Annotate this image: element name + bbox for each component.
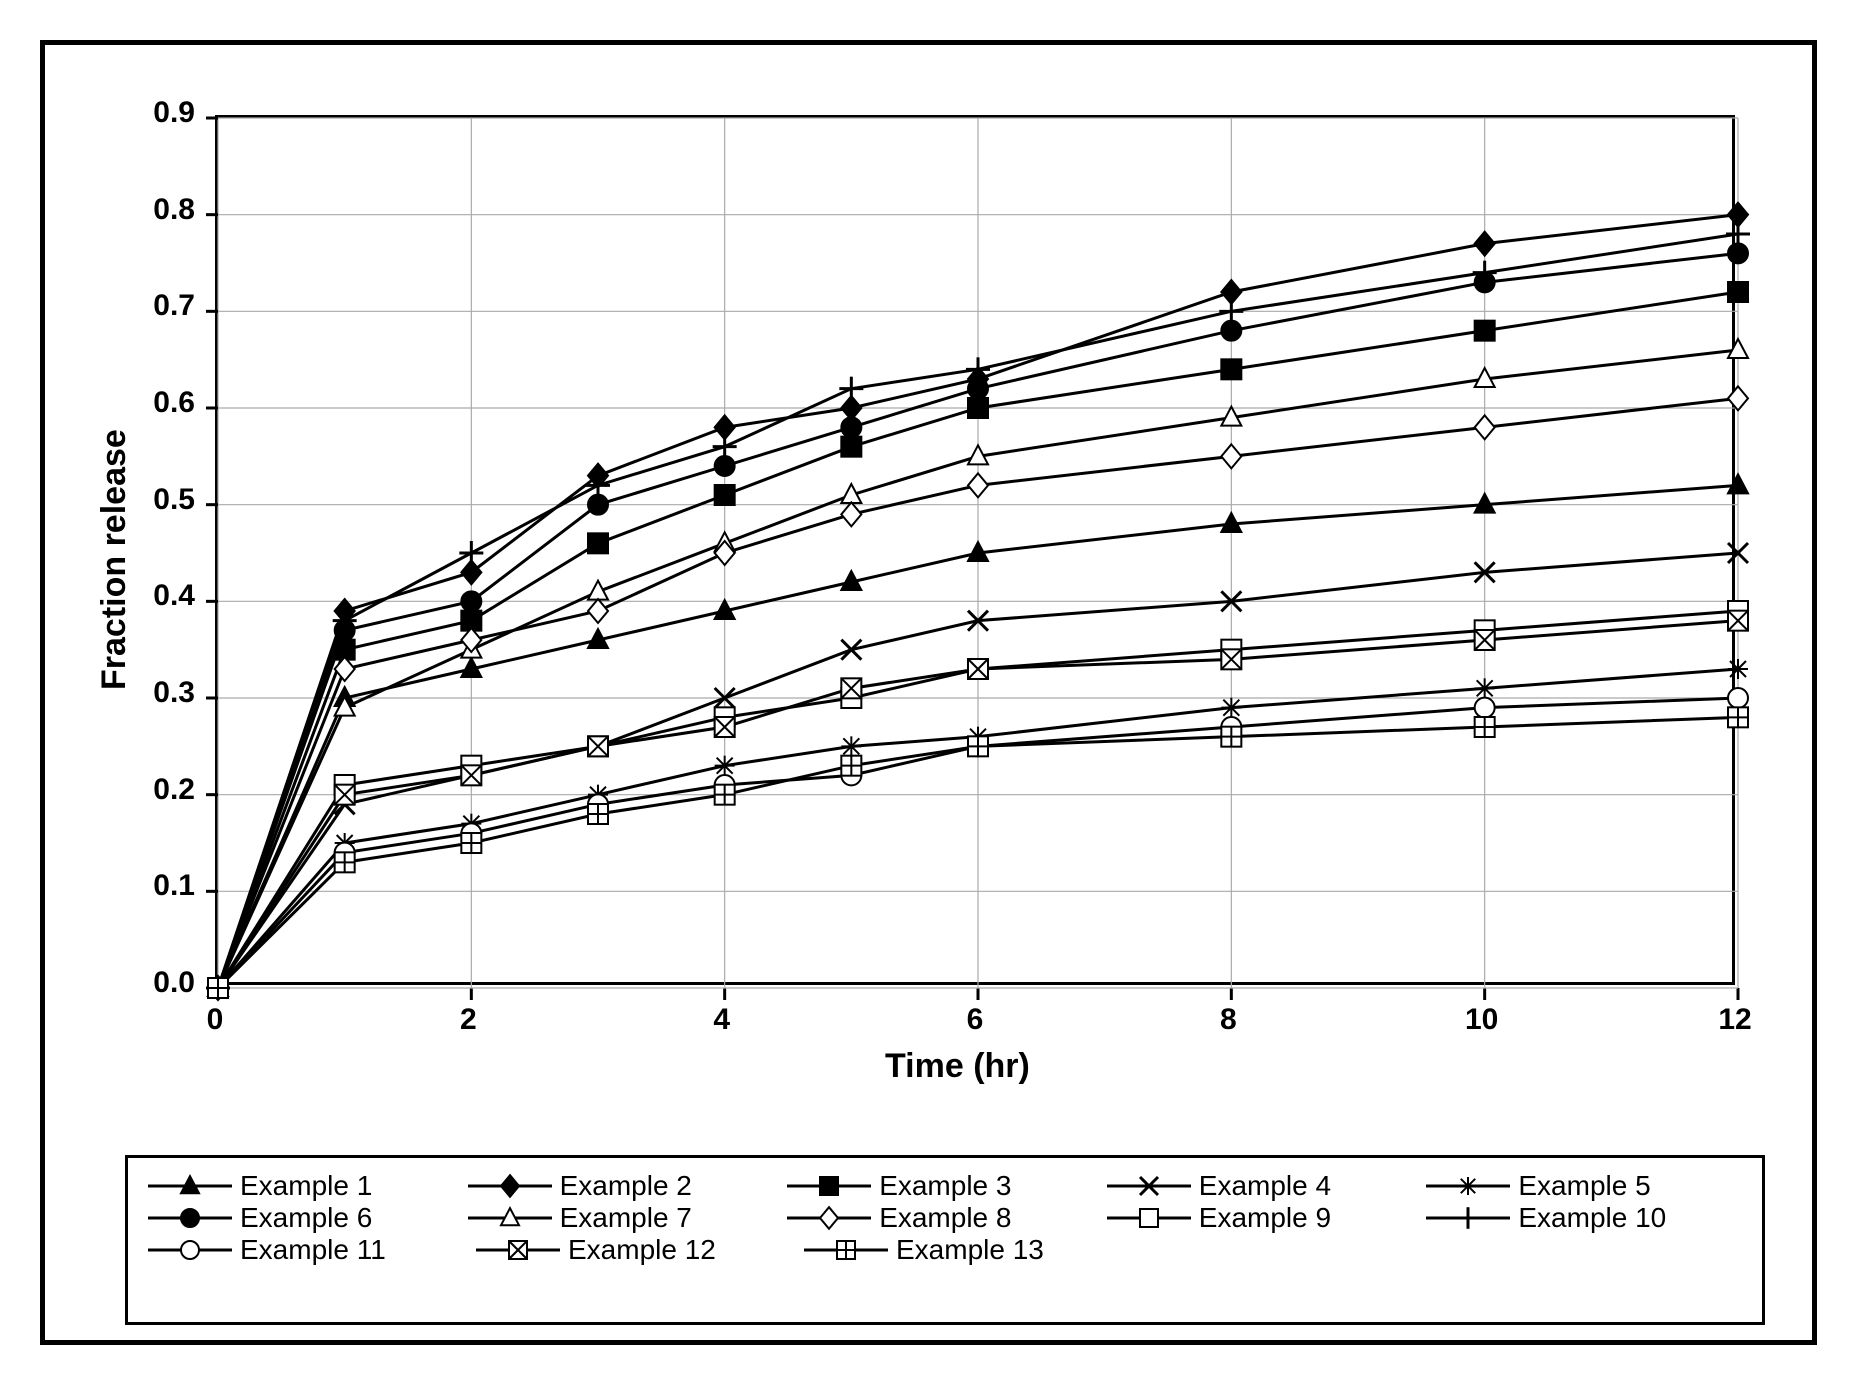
- legend-row: Example 1 Example 2 Example 3 Example 4 Exam…: [146, 1170, 1744, 1202]
- legend-label: Example 12: [568, 1234, 716, 1266]
- legend-item-ex11: Example 11: [146, 1234, 466, 1266]
- x-tick-label: 6: [945, 1003, 1005, 1037]
- y-tick-label: 0.2: [125, 773, 195, 807]
- legend-label: Example 6: [240, 1202, 372, 1234]
- y-tick-label: 0.0: [125, 966, 195, 1000]
- legend-label: Example 3: [879, 1170, 1011, 1202]
- legend-item-ex6: Example 6: [146, 1202, 458, 1234]
- y-tick-label: 0.6: [125, 386, 195, 420]
- y-tick-label: 0.3: [125, 676, 195, 710]
- legend-label: Example 11: [240, 1234, 386, 1266]
- legend-box: Example 1Example 2Example 3Example 4Exam…: [125, 1155, 1765, 1325]
- legend-label: Example 9: [1199, 1202, 1331, 1234]
- y-tick-label: 0.1: [125, 869, 195, 903]
- x-tick-label: 4: [692, 1003, 752, 1037]
- legend-item-ex13: Example 13: [802, 1234, 1122, 1266]
- legend-label: Example 8: [879, 1202, 1011, 1234]
- legend-swatch: [474, 1239, 562, 1261]
- x-tick-label: 0: [185, 1003, 245, 1037]
- legend-item-ex8: Example 8: [785, 1202, 1097, 1234]
- legend-item-ex5: Example 5: [1424, 1170, 1736, 1202]
- legend-label: Example 2: [560, 1170, 692, 1202]
- legend-item-ex7: Example 7: [466, 1202, 778, 1234]
- y-tick-label: 0.8: [125, 193, 195, 227]
- legend-label: Example 5: [1518, 1170, 1650, 1202]
- y-tick-label: 0.4: [125, 579, 195, 613]
- y-tick-label: 0.5: [125, 483, 195, 517]
- y-axis-label: Fraction release: [95, 429, 134, 690]
- y-tick-label: 0.7: [125, 289, 195, 323]
- legend-swatch: [146, 1239, 234, 1261]
- legend-swatch: [802, 1239, 890, 1261]
- x-tick-label: 12: [1705, 1003, 1765, 1037]
- legend-item-ex1: Example 1: [146, 1170, 458, 1202]
- legend-label: Example 10: [1518, 1202, 1666, 1234]
- legend-item-ex10: Example 10: [1424, 1202, 1736, 1234]
- y-tick-label: 0.9: [125, 96, 195, 130]
- legend-item-ex2: Example 2: [466, 1170, 778, 1202]
- chart-frame: Fraction release Time (hr) 0 2 4 6 8 10 12 0.0…: [40, 40, 1817, 1345]
- legend-swatch: [1424, 1175, 1512, 1197]
- plot-svg: [218, 118, 1738, 988]
- x-tick-label: 8: [1198, 1003, 1258, 1037]
- legend-swatch: [146, 1175, 234, 1197]
- x-axis-label: Time (hr): [885, 1047, 1030, 1086]
- legend-label: Example 4: [1199, 1170, 1331, 1202]
- legend-label: Example 1: [240, 1170, 372, 1202]
- legend-swatch: [1424, 1207, 1512, 1229]
- legend-swatch: [785, 1175, 873, 1197]
- legend-row: Example 11 Example 12 Example 13: [146, 1234, 1744, 1266]
- plot-area: [215, 115, 1735, 985]
- legend-item-ex9: Example 9: [1105, 1202, 1417, 1234]
- x-tick-label: 2: [438, 1003, 498, 1037]
- legend-swatch: [785, 1207, 873, 1229]
- legend-swatch: [1105, 1207, 1193, 1229]
- legend-label: Example 7: [560, 1202, 692, 1234]
- legend-item-ex4: Example 4: [1105, 1170, 1417, 1202]
- legend-label: Example 13: [896, 1234, 1044, 1266]
- legend-swatch: [146, 1207, 234, 1229]
- legend-swatch: [466, 1207, 554, 1229]
- legend-swatch: [1105, 1175, 1193, 1197]
- legend-item-ex12: Example 12: [474, 1234, 794, 1266]
- legend-item-ex3: Example 3: [785, 1170, 1097, 1202]
- legend-swatch: [466, 1175, 554, 1197]
- legend-row: Example 6 Example 7 Example 8 Example 9 Exam…: [146, 1202, 1744, 1234]
- x-tick-label: 10: [1452, 1003, 1512, 1037]
